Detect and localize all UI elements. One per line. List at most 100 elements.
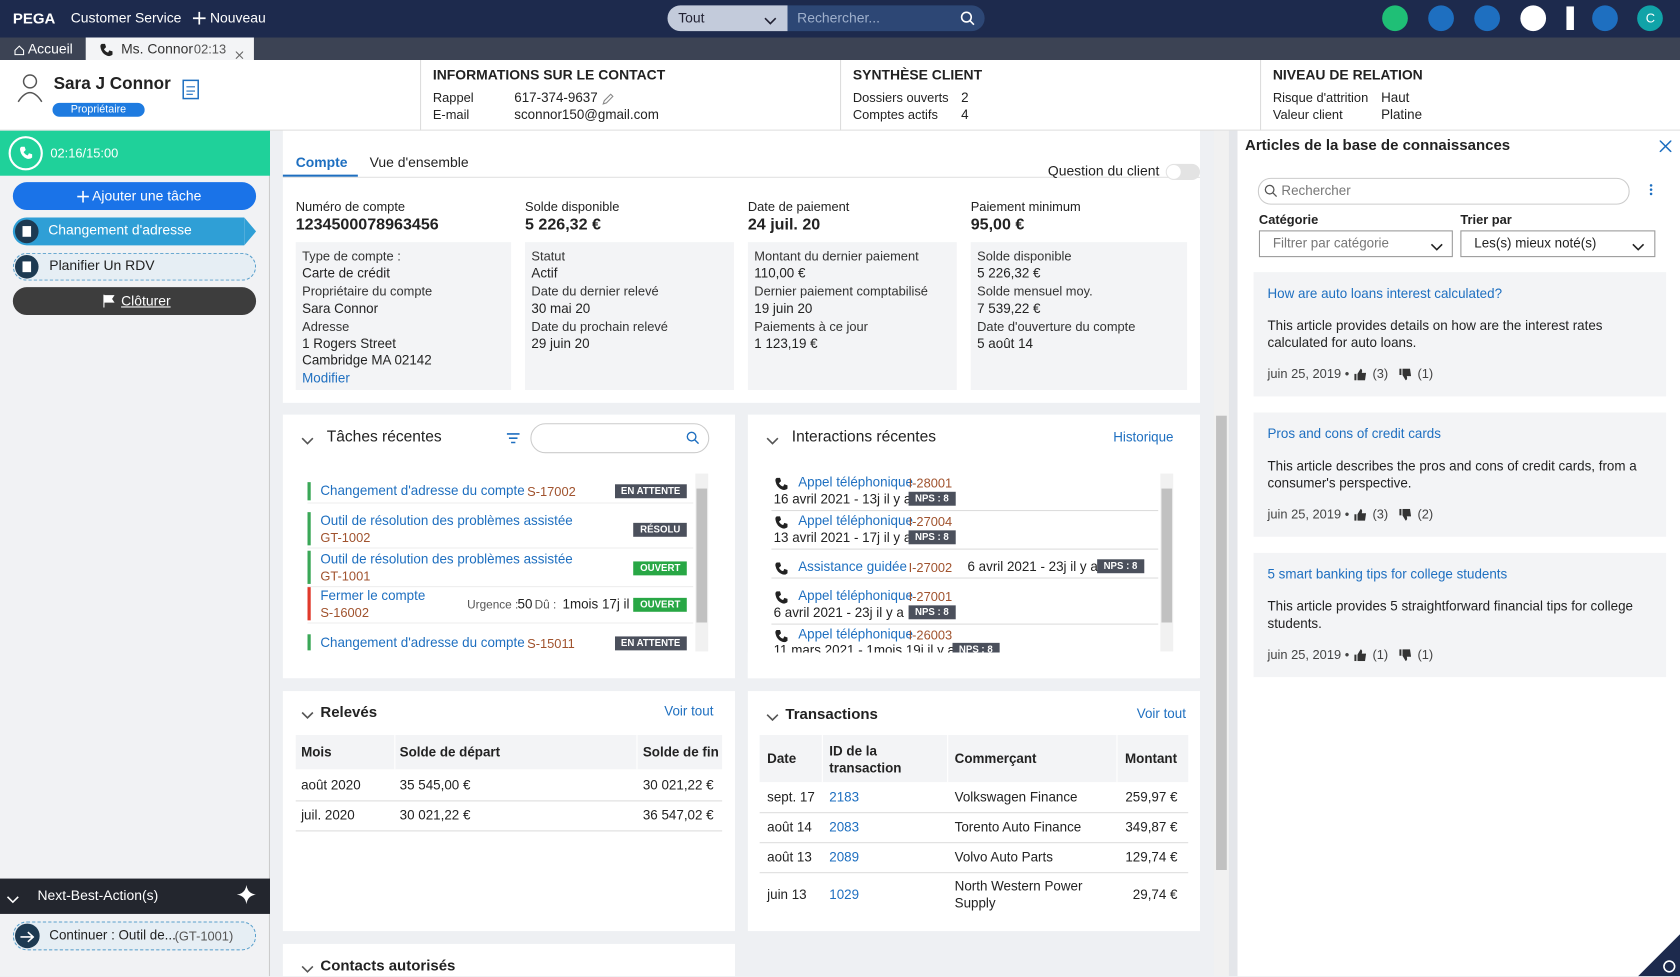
edit-link[interactable]: Modifier: [302, 370, 350, 386]
task-title[interactable]: Outil de résolution des problèmes assist…: [320, 513, 573, 529]
interaction-type[interactable]: Appel téléphonique: [798, 513, 913, 529]
table-cell[interactable]: 2083: [829, 819, 860, 835]
home-icon: [14, 43, 25, 56]
table-cell: 29,74 €: [1132, 887, 1178, 903]
task-arrow: [244, 217, 257, 246]
detail-value: Sara Connor: [302, 300, 379, 316]
search-input[interactable]: [787, 5, 985, 32]
likes: (3): [1372, 366, 1389, 382]
new-button[interactable]: Nouveau: [210, 9, 266, 26]
likes: (3): [1372, 506, 1389, 522]
table-cell: 30 021,22 €: [399, 807, 471, 823]
header-icon[interactable]: [1520, 5, 1547, 32]
article-card: [1253, 552, 1667, 678]
table-cell[interactable]: 2089: [829, 849, 860, 865]
search-placeholder: Rechercher...: [797, 9, 880, 26]
due: 1mois 17j il y: [562, 596, 640, 612]
close-tab-icon: [235, 46, 244, 60]
task-id: GT-1002: [320, 530, 371, 546]
article-title[interactable]: 5 smart banking tips for college student…: [1267, 566, 1508, 582]
detail-box: [295, 242, 512, 391]
header-icon[interactable]: [1382, 5, 1408, 32]
info-label: Comptes actifs: [852, 107, 938, 123]
chevron: [301, 433, 314, 445]
nps-badge: NPS : 8: [908, 530, 956, 545]
close-icon: [1659, 139, 1672, 153]
home-tab[interactable]: Accueil: [27, 40, 73, 57]
column-header: Mois: [301, 744, 332, 760]
info-value: Platine: [1381, 107, 1423, 123]
status-bar: [307, 512, 311, 546]
phone-icon: [774, 477, 789, 492]
thumb-up: [1354, 648, 1367, 662]
view-all-link[interactable]: Voir tout: [664, 703, 714, 719]
nps-badge: NPS : 8: [1097, 559, 1144, 574]
detail-value: Carte de crédit: [302, 265, 390, 281]
interaction-id: I-26003: [908, 627, 953, 643]
header-icon[interactable]: [1428, 5, 1454, 32]
plus-icon: [77, 190, 89, 203]
separator: [420, 60, 422, 131]
sort-select[interactable]: [1460, 230, 1656, 258]
header-icon[interactable]: [1592, 5, 1618, 32]
article-title[interactable]: How are auto loans interest calculated?: [1267, 286, 1503, 302]
task-title[interactable]: Outil de résolution des problèmes assist…: [320, 551, 573, 567]
transactions-panel: [747, 691, 1201, 932]
phone-icon: [774, 561, 789, 576]
chevron: [301, 961, 314, 973]
kb-search[interactable]: [1257, 177, 1630, 205]
history-link[interactable]: Historique: [1113, 429, 1174, 445]
panel-title: INFORMATIONS SUR LE CONTACT: [432, 66, 666, 83]
nps-badge: NPS : 8: [908, 491, 956, 506]
table-cell[interactable]: 2183: [829, 789, 860, 805]
task-active[interactable]: [12, 217, 245, 246]
account-tab[interactable]: Vue d'ensemble: [369, 154, 469, 171]
table-cell: 35 545,00 €: [399, 777, 471, 793]
toggle-knob: [1166, 165, 1181, 179]
table-cell[interactable]: 1029: [829, 887, 860, 903]
interaction-type[interactable]: Appel téléphonique: [798, 626, 913, 642]
detail-value: 5 août 14: [977, 335, 1034, 351]
app-name[interactable]: Customer Service: [70, 9, 182, 26]
divider: [307, 502, 694, 504]
category-select[interactable]: [1258, 230, 1453, 258]
detail-label: Type de compte :: [302, 248, 401, 264]
detail-box: [747, 242, 957, 391]
tasks-search[interactable]: [530, 423, 710, 454]
nba-item-label: Continuer : Outil de...: [49, 927, 176, 943]
detail-box: [525, 242, 734, 391]
task-title[interactable]: Changement d'adresse du compte: [320, 483, 525, 499]
tab-bar: [0, 37, 1680, 61]
summary-value: 1234500078963456: [295, 215, 439, 234]
summary-value: 5 226,32 €: [525, 215, 601, 234]
task-title[interactable]: Changement d'adresse du compte: [320, 635, 525, 651]
task-id: GT-1001: [320, 568, 371, 584]
search-scope[interactable]: [667, 5, 788, 32]
add-task[interactable]: [12, 182, 257, 211]
detail-label: Propriétaire du compte: [302, 283, 433, 299]
interaction-id: I-27002: [908, 560, 953, 576]
likes: (1): [1372, 647, 1389, 663]
close-case[interactable]: [12, 287, 257, 316]
article-title[interactable]: Pros and cons of credit cards: [1267, 426, 1441, 442]
chevron: [1632, 239, 1645, 251]
detail-label: Paiements à ce jour: [754, 319, 868, 335]
header-icon[interactable]: [1474, 5, 1501, 32]
account-tab[interactable]: Compte: [295, 154, 348, 171]
task-pending[interactable]: [12, 252, 257, 281]
task-title[interactable]: Fermer le compte: [320, 588, 426, 604]
nps-badge: NPS : 8: [908, 605, 956, 620]
info-value: 4: [961, 107, 969, 123]
scroll-thumb: [696, 488, 708, 623]
case-tab[interactable]: [85, 37, 254, 61]
interaction-type[interactable]: Assistance guidée: [798, 559, 907, 575]
column-header: Montant: [1125, 751, 1178, 767]
header-icon[interactable]: [1637, 5, 1663, 32]
interaction-type[interactable]: Appel téléphonique: [798, 474, 913, 490]
detail-box: [970, 242, 1188, 391]
summary-label: Paiement minimum: [970, 199, 1081, 215]
interaction-type[interactable]: Appel téléphonique: [798, 588, 913, 604]
nba-item[interactable]: [12, 921, 257, 951]
column-header: ID de la transaction: [829, 743, 902, 776]
view-all-link[interactable]: Voir tout: [1136, 706, 1186, 722]
